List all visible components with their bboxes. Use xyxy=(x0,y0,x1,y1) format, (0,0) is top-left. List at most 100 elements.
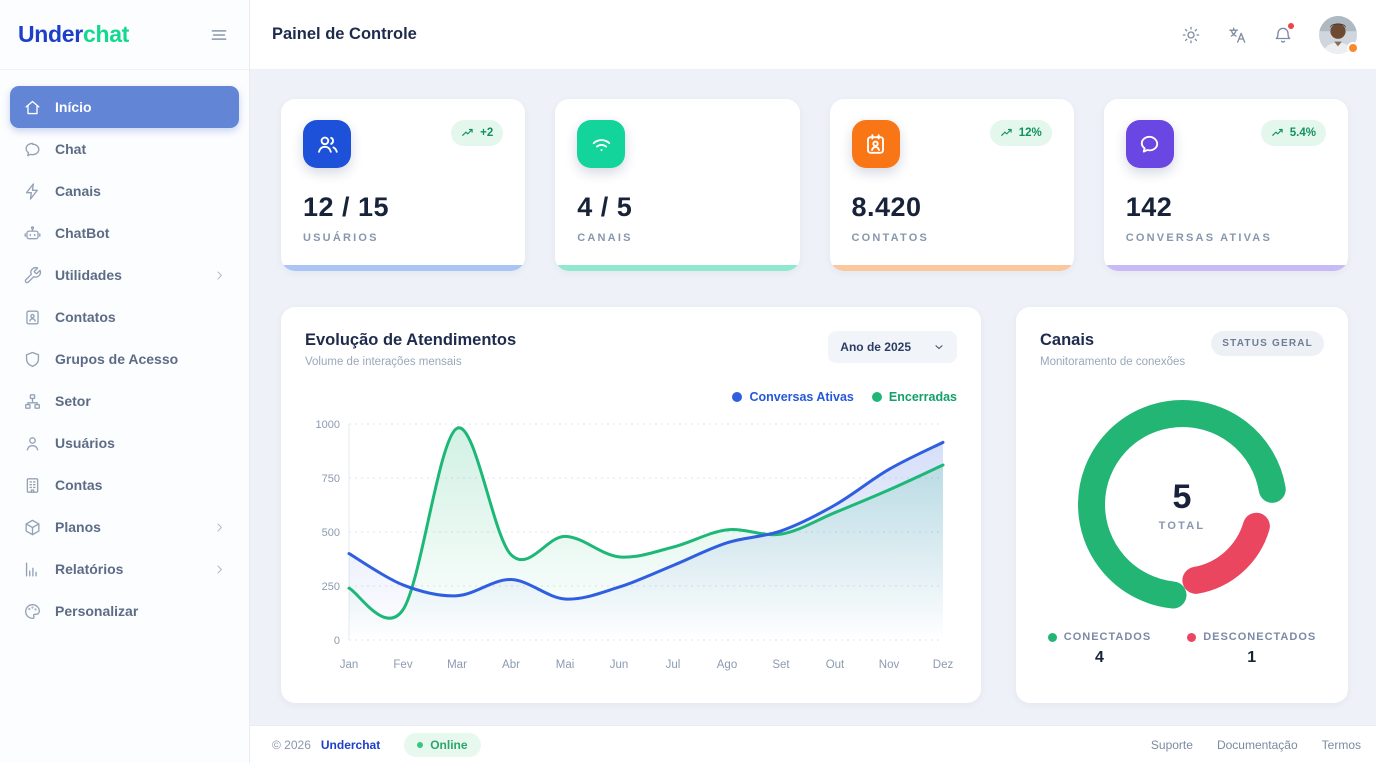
topbar-actions xyxy=(1181,15,1359,54)
year-filter-select[interactable]: Ano de 2025 xyxy=(828,331,957,363)
chart-title: Evolução de Atendimentos xyxy=(305,331,517,349)
svg-text:Out: Out xyxy=(826,659,845,671)
footer-link-documentacao[interactable]: Documentação xyxy=(1216,737,1298,752)
brand-primary: Under xyxy=(18,21,83,47)
avatar-status-dot xyxy=(1347,41,1359,54)
stat-card-conversas-ativas[interactable]: 5.4% 142 CONVERSAS ATIVAS xyxy=(1103,99,1348,271)
svg-text:Fev: Fev xyxy=(393,659,412,671)
online-status-badge: Online xyxy=(404,732,481,757)
sidebar-item-inicio[interactable]: Início xyxy=(10,86,239,128)
footer-links: Suporte Documentação Termos xyxy=(1151,738,1361,752)
sidebar-item-contatos[interactable]: Contatos xyxy=(10,296,239,338)
sidebar-item-contas[interactable]: Contas xyxy=(10,464,239,506)
stat-card-canais[interactable]: 4 / 5 CANAIS xyxy=(555,99,800,271)
building-icon xyxy=(23,476,42,495)
chevron-down-icon xyxy=(935,345,943,350)
card-accent-bar xyxy=(829,265,1074,271)
stat-label: CONTATOS xyxy=(851,232,929,244)
user-avatar[interactable] xyxy=(1319,15,1359,54)
notifications-bell-icon[interactable] xyxy=(1273,22,1294,45)
line-chart[interactable]: 0 250 500 750 1000 Jan Fev Mar Abr Mai Jun Jul Ago Se… xyxy=(305,408,957,676)
footer-brand-link[interactable]: Underchat xyxy=(320,737,381,752)
wifi-icon xyxy=(577,120,626,168)
language-translate-icon[interactable] xyxy=(1227,25,1247,45)
svg-text:0: 0 xyxy=(334,635,340,647)
evolucao-chart-panel: Evolução de Atendimentos Volume de inter… xyxy=(281,307,981,703)
brand-secondary: chat xyxy=(82,21,130,47)
chart-legend: Conversas Ativas Encerradas xyxy=(305,390,957,404)
chevron-right-icon xyxy=(213,563,226,576)
sidebar-item-label: Usuários xyxy=(55,435,115,451)
svg-text:Abr: Abr xyxy=(502,659,520,671)
sidebar-item-setor[interactable]: Setor xyxy=(10,380,239,422)
svg-text:Mar: Mar xyxy=(447,659,467,671)
sidebar-item-usuarios[interactable]: Usuários xyxy=(10,422,239,464)
notification-badge-dot xyxy=(1288,22,1294,29)
stat-card-contatos[interactable]: 12% 8.420 CONTATOS xyxy=(829,99,1074,271)
panel-subtitle: Monitoramento de conexões xyxy=(1040,356,1186,368)
bar-chart-icon xyxy=(23,560,42,579)
stat-label: USUÁRIOS xyxy=(303,232,379,244)
panel-title: Canais xyxy=(1040,331,1095,349)
chevron-right-icon xyxy=(213,269,226,282)
trend-badge: 5.4% xyxy=(1260,120,1326,146)
sidebar-item-personalizar[interactable]: Personalizar xyxy=(10,590,239,632)
svg-text:Ago: Ago xyxy=(717,659,737,671)
sidebar-nav: Início Chat Canais ChatBot Utilidades Co… xyxy=(0,70,249,648)
sidebar-item-label: Contas xyxy=(55,477,103,493)
sidebar-item-label: Setor xyxy=(55,393,91,409)
svg-text:Dez: Dez xyxy=(933,659,954,671)
sidebar-item-planos[interactable]: Planos xyxy=(10,506,239,548)
zap-icon xyxy=(23,182,42,201)
sidebar-item-relatorios[interactable]: Relatórios xyxy=(10,548,239,590)
wrench-icon xyxy=(23,266,42,285)
trending-up-icon xyxy=(1271,128,1283,136)
sidebar-item-canais[interactable]: Canais xyxy=(10,170,239,212)
sidebar-item-label: ChatBot xyxy=(55,225,110,241)
legend-item-conversas-ativas[interactable]: Conversas Ativas xyxy=(732,390,854,404)
home-icon xyxy=(23,98,42,117)
sidebar-item-label: Início xyxy=(55,99,92,115)
svg-text:Jul: Jul xyxy=(666,659,681,671)
svg-text:Jan: Jan xyxy=(340,659,359,671)
legend-value: 1 xyxy=(1247,649,1257,666)
users-icon xyxy=(303,120,351,168)
stat-value: 4 / 5 xyxy=(577,192,633,222)
main-area: Painel de Controle xyxy=(250,0,1376,763)
legend-item-encerradas[interactable]: Encerradas xyxy=(871,390,957,404)
trending-up-icon xyxy=(1000,128,1012,136)
sidebar-item-utilidades[interactable]: Utilidades xyxy=(10,254,239,296)
legend-dot xyxy=(1187,632,1197,642)
page-title: Painel de Controle xyxy=(272,25,417,43)
sidebar-item-chatbot[interactable]: ChatBot xyxy=(10,212,239,254)
shield-icon xyxy=(23,350,42,369)
svg-text:250: 250 xyxy=(322,581,340,593)
footer: © 2026 Underchat Online Suporte Document… xyxy=(250,725,1376,763)
sidebar-item-chat[interactable]: Chat xyxy=(10,128,239,170)
theme-toggle-sun-icon[interactable] xyxy=(1181,25,1201,45)
svg-text:Mai: Mai xyxy=(556,659,575,671)
legend-dot xyxy=(871,392,882,402)
sidebar-item-label: Relatórios xyxy=(55,561,124,577)
svg-text:750: 750 xyxy=(322,473,340,485)
legend-item-desconectados: DESCONECTADOS 1 xyxy=(1187,631,1316,667)
stat-value: 12 / 15 xyxy=(303,192,390,222)
sidebar-item-label: Canais xyxy=(55,183,101,199)
chat-bubble-icon xyxy=(1125,120,1174,168)
chart-subtitle: Volume de interações mensais xyxy=(305,356,462,368)
canais-status-panel: Canais Monitoramento de conexões STATUS … xyxy=(1016,307,1348,703)
card-accent-bar xyxy=(555,265,800,271)
chevron-right-icon xyxy=(213,521,226,534)
donut-chart[interactable]: 5 TOTAL xyxy=(1060,382,1305,627)
brand-logo[interactable]: Underchat xyxy=(18,21,129,48)
footer-link-termos[interactable]: Termos xyxy=(1321,737,1361,752)
hamburger-menu-icon[interactable] xyxy=(209,25,229,45)
footer-link-suporte[interactable]: Suporte xyxy=(1150,737,1193,752)
stat-card-usuarios[interactable]: +2 12 / 15 USUÁRIOS xyxy=(281,99,526,271)
dashboard-content: +2 12 / 15 USUÁRIOS 4 / 5 CANAIS xyxy=(250,70,1376,725)
svg-text:500: 500 xyxy=(322,527,340,539)
sidebar-item-grupos-de-acesso[interactable]: Grupos de Acesso xyxy=(10,338,239,380)
topbar: Painel de Controle xyxy=(250,0,1376,70)
svg-text:1000: 1000 xyxy=(316,419,340,431)
legend-dot xyxy=(732,392,743,402)
